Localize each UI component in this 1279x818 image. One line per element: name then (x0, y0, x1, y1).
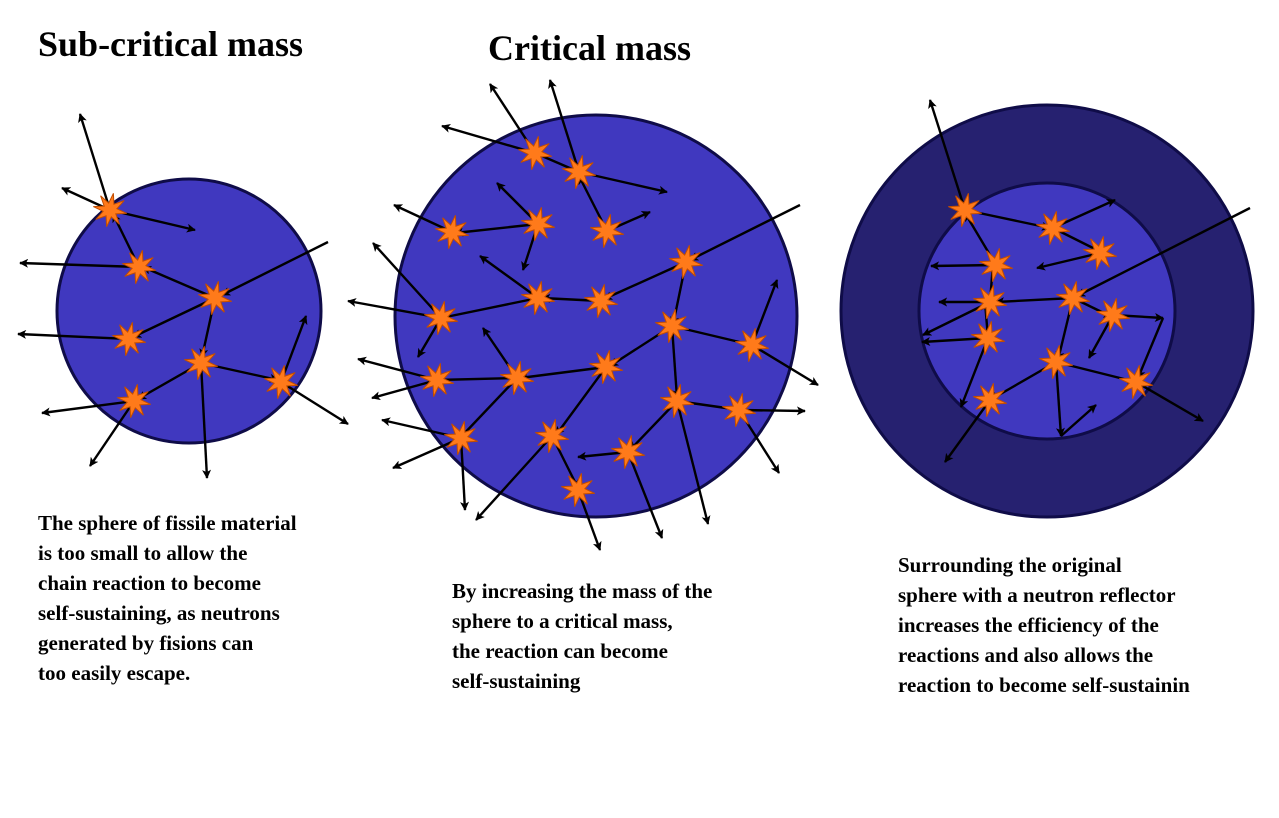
neutron-arrow-icon (1076, 206, 1251, 298)
fission-burst-icon (589, 350, 623, 384)
neutron-arrow-icon (393, 203, 453, 234)
neutron-arrow-icon (78, 113, 112, 211)
fission-burst-icon (722, 393, 756, 427)
fission-burst-icon (1083, 236, 1117, 270)
critical-sphere (393, 113, 799, 519)
fission-burst-icon (420, 363, 454, 397)
fission-burst-icon (1096, 298, 1130, 332)
neutron-arrow-icon (479, 255, 539, 299)
neutron-arrow-icon (959, 337, 990, 408)
fission-burst-icon (735, 328, 769, 362)
neutron-arrow-icon (280, 380, 349, 426)
neutron-arrow-icon (1060, 404, 1097, 437)
critical-fission-events (420, 136, 769, 507)
fission-burst-icon (971, 321, 1005, 355)
neutron-arrow-icon (921, 336, 989, 347)
neutron-arrow-icon (475, 435, 553, 521)
neutron-arrow-icon (555, 366, 607, 436)
neutron-arrow-icon (132, 296, 216, 339)
fission-burst-icon (1036, 211, 1070, 245)
neutron-arrow-icon (392, 436, 462, 470)
fission-burst-icon (1039, 345, 1073, 379)
fission-burst-icon (264, 365, 298, 399)
critical-neutron-paths (347, 79, 819, 551)
neutron-arrow-icon (19, 258, 140, 269)
neutron-arrow-icon (459, 377, 518, 439)
fission-burst-icon (122, 250, 156, 284)
neutron-arrow-icon (440, 296, 539, 321)
critical-title: Critical mass (488, 28, 691, 68)
neutron-arrow-icon (17, 329, 130, 341)
neutron-arrow-icon (944, 399, 991, 463)
fission-burst-icon (584, 284, 618, 318)
fission-burst-icon (117, 384, 151, 418)
neutron-arrow-icon (199, 362, 212, 479)
fission-burst-icon (973, 285, 1007, 319)
neutron-arrow-icon (670, 325, 681, 399)
critical-caption: By increasing the mass of the sphere to … (452, 579, 713, 693)
neutron-arrow-icon (995, 296, 1074, 307)
neutron-arrow-icon (454, 222, 539, 237)
neutron-arrow-icon (519, 365, 607, 382)
fission-burst-icon (521, 207, 555, 241)
neutron-arrow-icon (1054, 361, 1065, 437)
neutron-arrow-icon (459, 437, 470, 511)
neutron-arrow-icon (372, 242, 442, 319)
fission-burst-icon (435, 215, 469, 249)
neutron-arrow-icon (689, 203, 801, 262)
fission-burst-icon (424, 301, 458, 335)
neutron-arrow-icon (1136, 317, 1165, 379)
subcritical-fission-events (93, 193, 298, 418)
fission-burst-icon (973, 383, 1007, 417)
fission-burst-icon (535, 419, 569, 453)
fission-burst-icon (655, 309, 689, 343)
neutron-arrow-icon (576, 489, 602, 551)
neutron-arrow-icon (371, 378, 438, 401)
subcritical-title: Sub-critical mass (38, 24, 303, 64)
reflector-fission-events (948, 193, 1153, 417)
fission-burst-icon (669, 245, 703, 279)
neutron-arrow-icon (548, 79, 581, 173)
neutron-arrow-icon (41, 399, 135, 417)
fission-burst-icon (518, 136, 552, 170)
neutron-arrow-icon (142, 265, 216, 300)
fission-burst-icon (112, 322, 146, 356)
neutron-arrow-icon (279, 315, 308, 383)
fission-burst-icon (562, 155, 596, 189)
neutron-arrow-icon (629, 400, 678, 451)
fission-burst-icon (1119, 365, 1153, 399)
fission-burst-icon (500, 361, 534, 395)
fission-burst-icon (561, 473, 595, 507)
neutron-arrow-icon (930, 261, 997, 271)
fission-burst-icon (660, 384, 694, 418)
reflector-caption: Surrounding the original sphere with a n… (898, 553, 1190, 697)
fission-burst-icon (198, 281, 232, 315)
fission-burst-icon (521, 281, 555, 315)
neutron-arrow-icon (441, 123, 536, 155)
neutron-arrow-icon (751, 343, 819, 387)
neutron-arrow-icon (221, 240, 329, 297)
subcritical-caption: The sphere of fissile material is too sm… (38, 511, 297, 685)
neutron-arrow-icon (436, 375, 518, 385)
neutron-arrow-icon (603, 260, 687, 301)
fission-burst-icon (93, 193, 127, 227)
fission-burst-icon (948, 193, 982, 227)
neutron-arrow-icon (626, 451, 664, 539)
fission-burst-icon (590, 214, 624, 248)
fission-burst-icon (979, 248, 1013, 282)
fission-burst-icon (444, 421, 478, 455)
neutron-arrow-icon (1135, 380, 1204, 423)
fission-burst-icon (184, 346, 218, 380)
neutron-arrow-icon (89, 400, 135, 467)
neutron-arrow-icon (928, 99, 967, 211)
neutron-arrow-icon (675, 400, 711, 525)
fission-burst-icon (611, 435, 645, 469)
fission-burst-icon (1056, 281, 1090, 315)
neutron-arrow-icon (1036, 251, 1101, 271)
